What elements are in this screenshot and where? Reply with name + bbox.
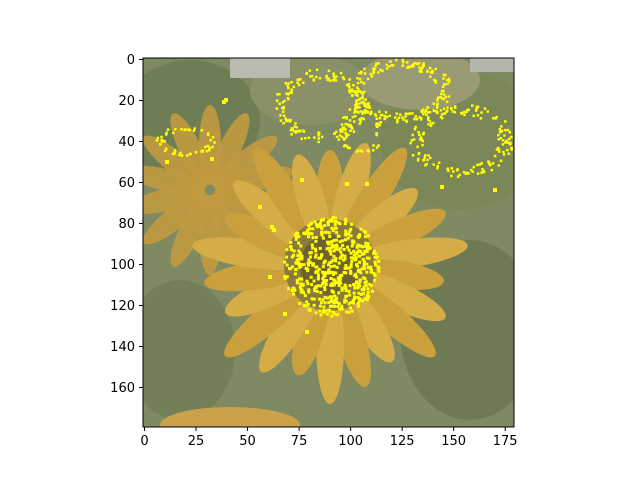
x-tick-label: 50	[239, 434, 256, 449]
x-tick-label: 25	[188, 434, 205, 449]
x-tick-label: 150	[441, 434, 466, 449]
y-tick-label: 160	[110, 381, 135, 396]
y-tick-label: 120	[110, 299, 135, 314]
x-tick-label: 0	[140, 434, 148, 449]
x-axis: 0 25 50 75 100 125 150 175	[140, 427, 518, 449]
edge-overlay	[155, 58, 514, 334]
sunflower-image	[143, 58, 514, 427]
y-tick-label: 100	[110, 258, 135, 273]
x-tick-label: 100	[338, 434, 363, 449]
axes-frame	[142, 57, 515, 428]
y-tick-label: 20	[118, 94, 135, 109]
y-axis: 0 20 40 60 80 100 120 140 160	[110, 53, 143, 396]
y-tick-label: 140	[110, 340, 135, 355]
y-tick-label: 40	[118, 135, 135, 150]
x-tick-label: 75	[291, 434, 308, 449]
x-tick-label: 125	[390, 434, 415, 449]
y-tick-label: 0	[127, 53, 135, 68]
y-tick-label: 80	[118, 217, 135, 232]
x-tick-label: 175	[493, 434, 518, 449]
y-tick-label: 60	[118, 176, 135, 191]
